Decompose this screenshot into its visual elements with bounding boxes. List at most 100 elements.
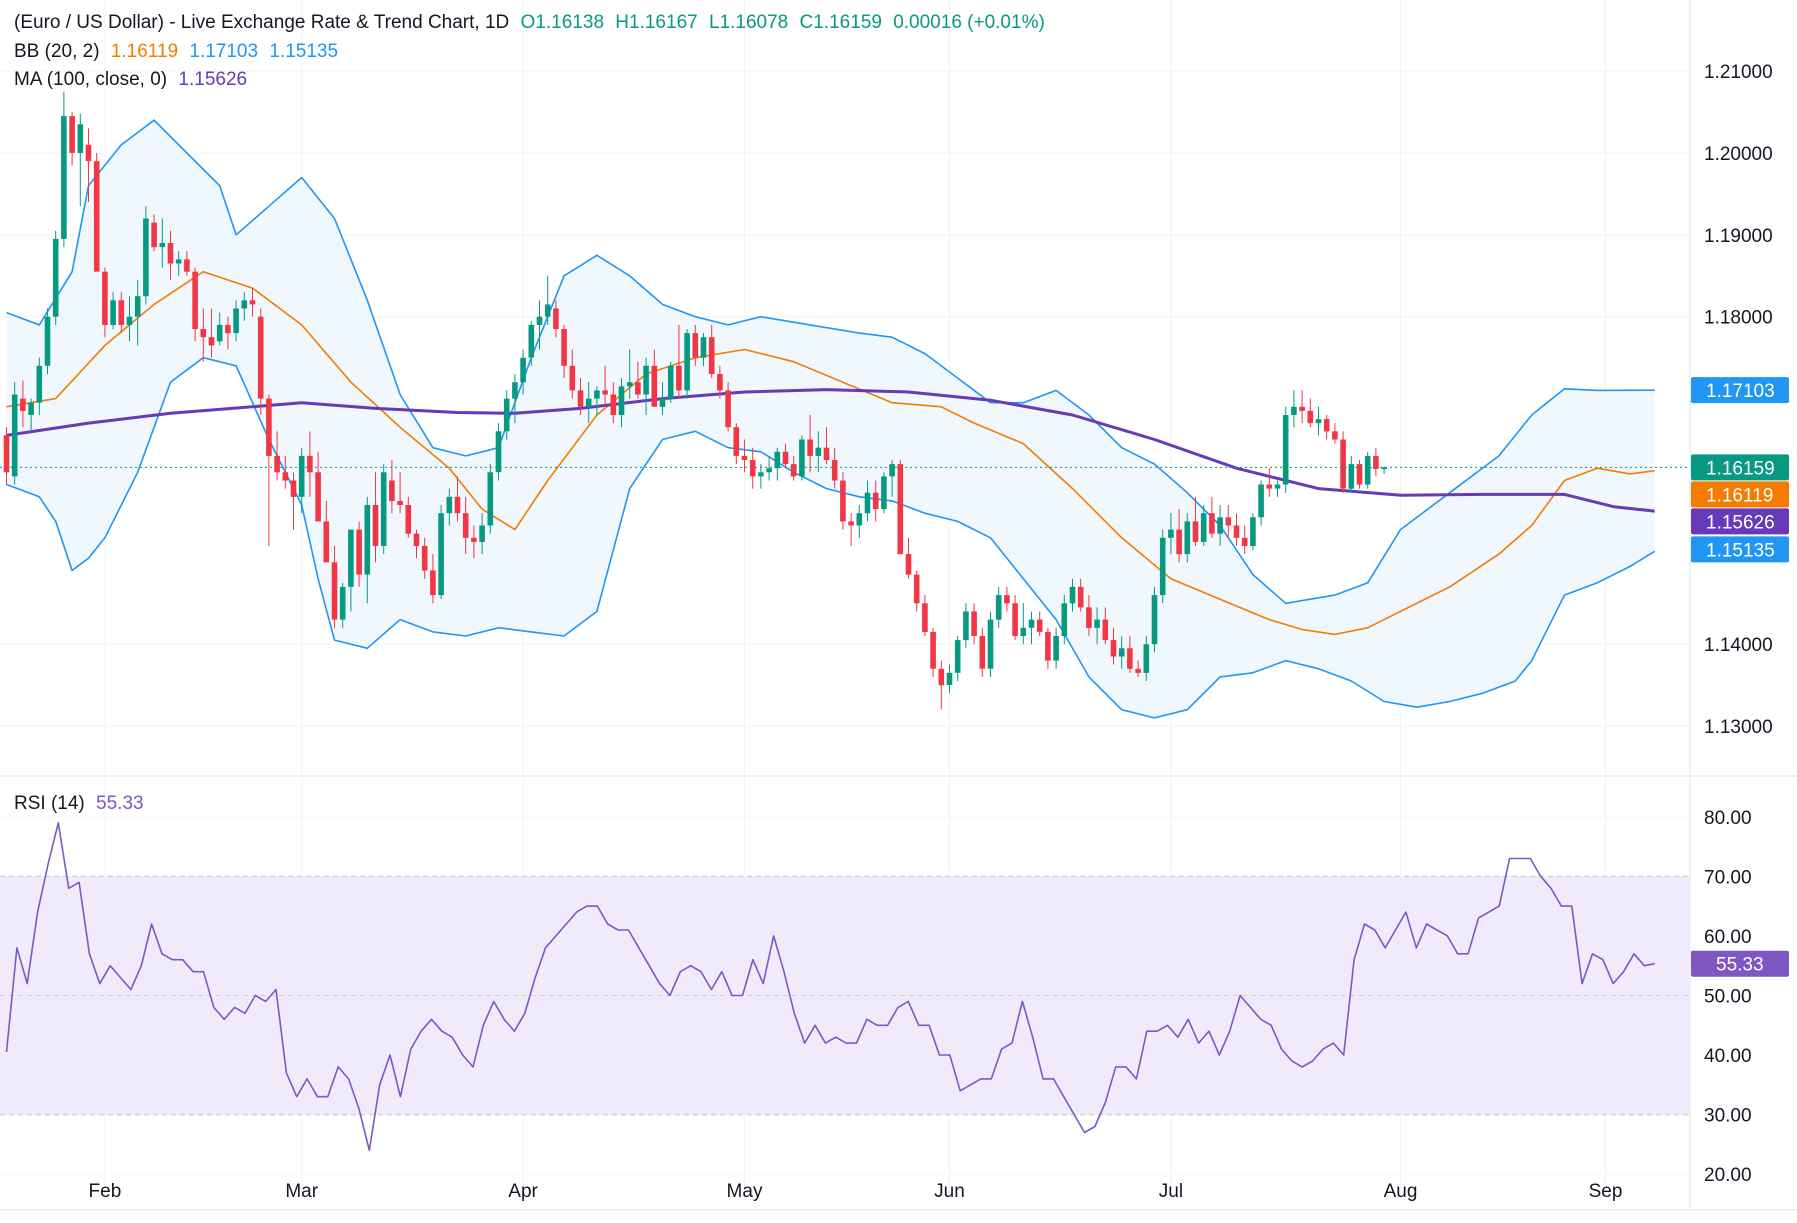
candle: [93, 152, 100, 272]
candle-body: [708, 337, 715, 374]
candles[interactable]: [3, 91, 1387, 710]
candle: [741, 439, 748, 473]
candle-body: [1168, 529, 1174, 538]
candle-body: [126, 316, 133, 325]
candle-body: [1045, 631, 1051, 661]
candle: [413, 529, 420, 559]
candle-body: [110, 300, 116, 325]
candle-body: [938, 668, 945, 686]
price-tick-label: 1.18000: [1704, 308, 1773, 329]
ma-legend[interactable]: MA (100, close, 0) 1.15626: [14, 67, 253, 93]
candle: [1012, 595, 1018, 641]
candle: [938, 660, 945, 710]
candle-body: [454, 496, 461, 514]
candle-body: [52, 238, 59, 317]
candle-body: [184, 259, 190, 272]
candle: [1036, 611, 1043, 637]
candle-body: [471, 537, 477, 542]
candle: [766, 455, 772, 481]
candle-body: [774, 451, 781, 469]
candle: [348, 529, 354, 612]
candle-body: [151, 222, 157, 248]
candle-body: [848, 521, 854, 526]
bb-legend[interactable]: BB (20, 2) 1.16119 1.17103 1.15135: [14, 39, 344, 65]
candle: [61, 91, 67, 248]
candle: [872, 480, 879, 522]
candle-body: [651, 365, 658, 407]
candle-body: [922, 603, 928, 632]
candle-body: [954, 640, 961, 673]
candle: [602, 365, 608, 407]
price-tick-label: 1.14000: [1704, 635, 1773, 656]
candle: [889, 459, 895, 497]
candle-body: [192, 271, 198, 329]
price-tick-label: 1.20000: [1704, 144, 1773, 165]
rsi-tick-label: 60.00: [1704, 927, 1752, 948]
price-badge-ma100: 1.15626: [1691, 508, 1789, 535]
candle-body: [405, 505, 412, 534]
candle: [1315, 406, 1322, 436]
candle-body: [413, 533, 420, 546]
candle: [118, 292, 125, 334]
candle-body: [872, 492, 879, 510]
candle: [733, 423, 740, 465]
candle: [298, 447, 305, 514]
ma-value: 1.15626: [178, 69, 248, 90]
candle-body: [544, 304, 551, 317]
candle-body: [348, 529, 354, 587]
candle: [864, 480, 871, 522]
rsi-value: 55.33: [96, 793, 144, 814]
bb-upper-value: 1.17103: [189, 41, 259, 62]
candle-body: [585, 398, 592, 407]
candle: [922, 595, 928, 637]
candle: [159, 218, 166, 268]
candle: [995, 586, 1002, 628]
rsi-legend[interactable]: RSI (14) 55.33: [14, 791, 150, 817]
price-badge-bg: [1691, 377, 1789, 404]
candle: [626, 349, 633, 399]
rsi-tick-label: 70.00: [1704, 867, 1752, 888]
candle-body: [1364, 455, 1371, 485]
candle: [1151, 586, 1158, 653]
price-badge-bg: [1691, 454, 1789, 481]
candle-body: [1069, 586, 1076, 604]
candle-body: [290, 480, 297, 497]
candle: [1086, 595, 1092, 637]
candle: [1356, 459, 1363, 489]
candle: [503, 390, 510, 440]
candle-body: [725, 390, 731, 428]
price-axis[interactable]: 1.21000 1.20000 1.19000 1.18000 1.14000 1.130…: [1704, 62, 1773, 1186]
candle-body: [1053, 636, 1059, 661]
candle: [487, 464, 494, 534]
time-axis[interactable]: Feb Mar Apr May Jun Jul Aug Sep: [89, 1181, 1623, 1202]
price-badge-label: 1.15135: [1706, 540, 1775, 561]
price-badge-bb-lower: 1.15135: [1691, 536, 1789, 563]
candle-body: [1340, 439, 1346, 489]
candle: [881, 472, 887, 514]
candle-body: [881, 476, 887, 510]
candle: [1135, 660, 1141, 677]
candle-body: [1036, 619, 1043, 632]
candle: [913, 570, 920, 612]
price-badge-bg: [1691, 536, 1789, 563]
candle: [380, 464, 387, 555]
price-badge-bb-mid: 1.16119: [1691, 481, 1789, 508]
price-badge-label: 1.16119: [1706, 485, 1773, 506]
candle: [339, 582, 346, 628]
candle: [1020, 603, 1027, 645]
candle: [1282, 406, 1289, 493]
time-tick-label: Aug: [1384, 1181, 1418, 1202]
candle-body: [733, 427, 740, 456]
candle-body: [659, 398, 666, 407]
rsi-value-badge: 55.33: [1691, 950, 1789, 977]
candle: [1323, 414, 1330, 440]
candle: [438, 505, 444, 600]
candle: [1094, 607, 1100, 645]
candle: [1233, 513, 1240, 546]
time-tick-label: Sep: [1589, 1181, 1623, 1202]
candle-body: [102, 271, 108, 325]
candle-body: [946, 672, 953, 686]
candle-body: [175, 259, 182, 264]
candle-body: [339, 586, 346, 620]
